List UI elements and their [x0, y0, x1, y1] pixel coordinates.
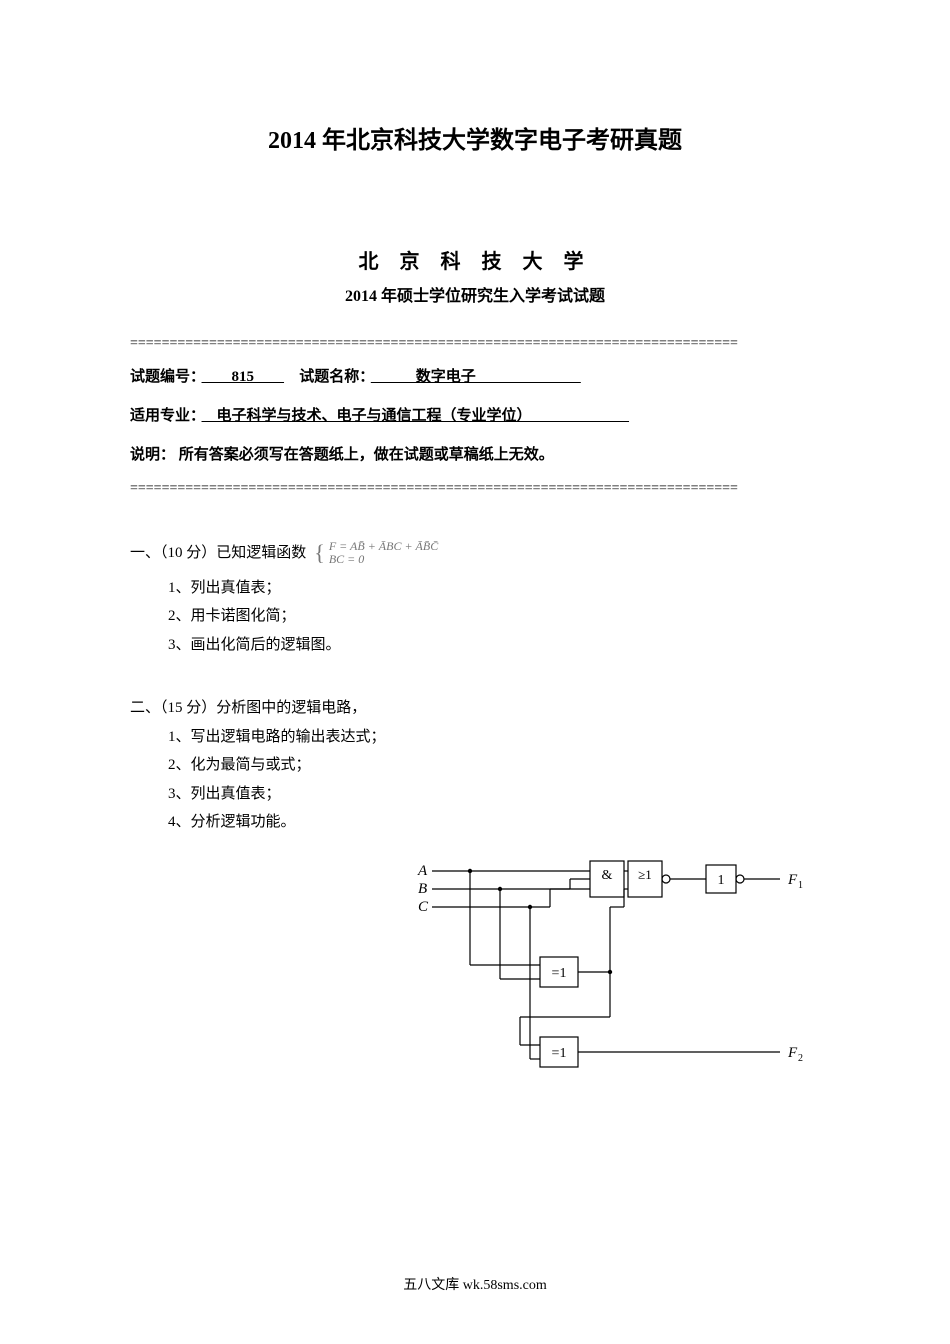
- info-code-line: 试题编号： 815 试题名称： 数字电子: [130, 364, 820, 391]
- note-value: 所有答案必须写在答题纸上，做在试题或草稿纸上无效。: [175, 447, 554, 463]
- q1-formula: { F = AB̄ + ĀBC + ĀB̄C̄ BC = 0: [314, 532, 438, 574]
- q1-header-row: 一、（10 分）已知逻辑函数 { F = AB̄ + ĀBC + ĀB̄C̄ B…: [130, 532, 820, 574]
- output-f1-label: F: [787, 872, 798, 888]
- major-value: 电子科学与技术、电子与通信工程（专业学位）: [198, 408, 634, 424]
- output-f2-label: F: [787, 1045, 798, 1061]
- or-gate-label: ≥1: [638, 867, 652, 882]
- xor1-gate-label: =1: [552, 966, 567, 981]
- q1-item2: 2、用卡诺图化简；: [130, 602, 820, 631]
- logic-diagram: A B C & ≥1 =1: [410, 857, 810, 1107]
- input-b-label: B: [418, 881, 427, 897]
- question-2: 二、（15 分）分析图中的逻辑电路， 1、写出逻辑电路的输出表达式； 2、化为最…: [130, 694, 820, 837]
- input-a-label: A: [417, 863, 428, 879]
- name-label: 试题名称：: [299, 369, 367, 385]
- page-title: 2014 年北京科技大学数字电子考研真题: [130, 120, 820, 155]
- exam-subtitle: 2014 年硕士学位研究生入学考试试题: [130, 282, 820, 306]
- question-1: 一、（10 分）已知逻辑函数 { F = AB̄ + ĀBC + ĀB̄C̄ B…: [130, 532, 820, 659]
- q1-formula-line2: BC = 0: [329, 553, 438, 566]
- output-f1-sub: 1: [798, 880, 803, 891]
- info-major-line: 适用专业： 电子科学与技术、电子与通信工程（专业学位）: [130, 403, 820, 430]
- input-c-label: C: [418, 899, 429, 915]
- output-f2-sub: 2: [798, 1053, 803, 1064]
- name-value: 数字电子: [367, 369, 585, 385]
- q2-header: 二、（15 分）分析图中的逻辑电路，: [130, 694, 820, 723]
- page-footer: 五八文库 wk.58sms.com: [0, 1274, 950, 1294]
- note-label: 说明：: [130, 447, 175, 463]
- code-label: 试题编号：: [130, 369, 198, 385]
- brace-icon: {: [314, 532, 325, 574]
- and-gate-label: &: [602, 868, 613, 883]
- q2-item4: 4、分析逻辑功能。: [130, 808, 820, 837]
- code-value: 815: [198, 369, 289, 385]
- not-gate-label: 1: [718, 873, 725, 888]
- divider-top: ========================================…: [130, 336, 820, 352]
- major-label: 适用专业：: [130, 408, 198, 424]
- q2-item2: 2、化为最简与或式；: [130, 751, 820, 780]
- q1-header: 一、（10 分）已知逻辑函数: [130, 539, 306, 568]
- info-note-line: 说明： 所有答案必须写在答题纸上，做在试题或草稿纸上无效。: [130, 442, 820, 469]
- q2-item3: 3、列出真值表；: [130, 780, 820, 809]
- xor2-gate-label: =1: [552, 1046, 567, 1061]
- q1-item1: 1、列出真值表；: [130, 574, 820, 603]
- q1-formula-line1: F = AB̄ + ĀBC + ĀB̄C̄: [329, 540, 438, 553]
- divider-bottom: ========================================…: [130, 481, 820, 497]
- university-name: 北 京 科 技 大 学: [130, 245, 820, 274]
- q2-item1: 1、写出逻辑电路的输出表达式；: [130, 723, 820, 752]
- q1-item3: 3、画出化简后的逻辑图。: [130, 631, 820, 660]
